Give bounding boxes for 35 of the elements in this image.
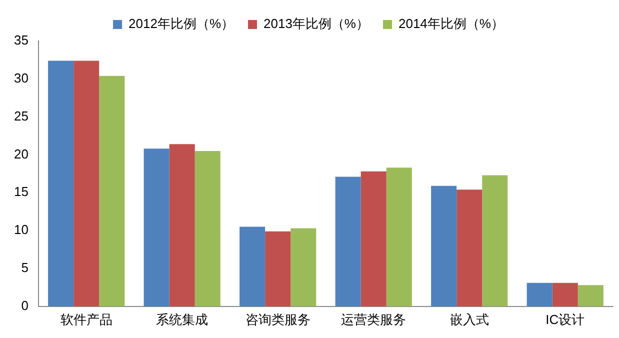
bar — [99, 76, 125, 306]
y-tick-label: 0 — [21, 298, 28, 313]
y-tick-label: 20 — [14, 146, 28, 162]
y-tick-label: 15 — [14, 184, 28, 200]
y-tick-label: 30 — [14, 70, 28, 86]
bar — [431, 186, 457, 306]
legend-label: 2012年比例（%） — [128, 16, 234, 32]
bar — [552, 282, 578, 306]
y-tick-label: 25 — [14, 108, 28, 124]
bar — [360, 171, 386, 306]
legend-label: 2013年比例（%） — [264, 16, 369, 32]
bar — [578, 285, 604, 306]
x-tick-label: 运营类服务 — [341, 312, 406, 327]
y-tick-label: 5 — [21, 260, 28, 276]
y-tick-label: 35 — [14, 32, 28, 48]
y-tick-label: 10 — [14, 222, 28, 238]
x-tick-label: 系统集成 — [156, 312, 208, 327]
x-tick-label: 软件产品 — [60, 312, 112, 327]
x-tick-label: 嵌入式 — [450, 312, 489, 327]
bar — [526, 282, 552, 306]
bar — [194, 150, 220, 306]
x-tick-label: IC设计 — [546, 312, 585, 327]
bar — [265, 231, 291, 306]
bar — [240, 226, 266, 306]
bar — [48, 60, 74, 306]
bar — [456, 190, 482, 306]
bar — [482, 175, 508, 306]
bar — [169, 144, 195, 306]
bar — [335, 176, 361, 306]
bar — [386, 168, 412, 306]
legend-label: 2014年比例（%） — [398, 16, 504, 32]
bar — [144, 148, 170, 306]
x-tick-label: 咨询类服务 — [245, 312, 310, 327]
bar — [74, 60, 100, 306]
bar — [290, 228, 316, 306]
